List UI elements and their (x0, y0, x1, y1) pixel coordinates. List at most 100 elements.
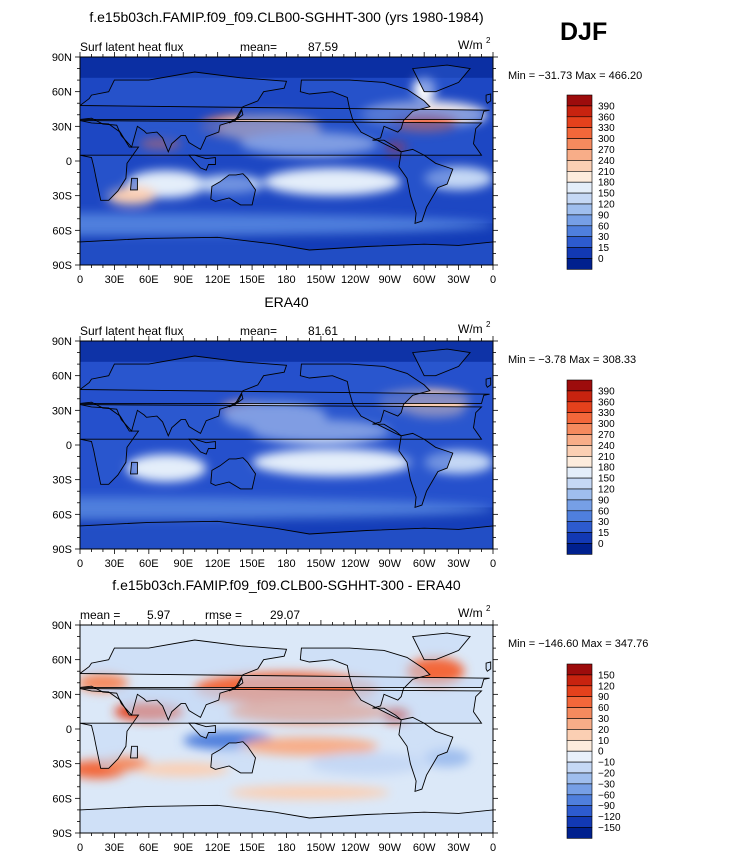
colorbar-label: 360 (598, 112, 615, 123)
x-tick-label: 90W (378, 842, 401, 854)
y-tick-label: 90S (52, 544, 72, 556)
colorbar-label: −20 (598, 769, 615, 780)
colorbar-segment (566, 445, 593, 457)
panel-title: f.e15b03ch.FAMIP.f09_f09.CLB00-SGHHT-300… (112, 577, 461, 593)
colorbar-segment (566, 171, 593, 183)
left-value: 5.97 (147, 608, 171, 622)
x-tick-label: 60W (413, 558, 436, 570)
colorbar-segment (566, 696, 593, 708)
colorbar-label: 90 (598, 692, 610, 703)
colorbar-segment (566, 127, 593, 139)
x-tick-label: 30W (447, 274, 470, 286)
x-tick-label: 120E (205, 842, 231, 854)
stat-label: mean= (240, 324, 277, 338)
colorbar-segment (566, 423, 593, 435)
colorbar-segment (566, 466, 593, 479)
coastline (80, 520, 493, 549)
field-blob (106, 186, 157, 205)
land-fill (189, 155, 216, 171)
colorbar-segment (566, 674, 593, 687)
colorbar-label: −150 (598, 823, 621, 834)
x-tick-label: 180 (277, 842, 295, 854)
colorbar-segment (566, 488, 593, 501)
y-tick-label: 30S (52, 475, 72, 487)
x-tick-label: 0 (77, 274, 83, 286)
x-tick-label: 30W (447, 558, 470, 570)
land-fill (300, 648, 430, 720)
x-tick-label: 90E (173, 558, 193, 570)
field-blob (137, 762, 230, 777)
y-tick-label: 60S (52, 793, 72, 805)
coastline (210, 457, 256, 490)
field-blob (263, 167, 402, 196)
coastline (210, 173, 256, 206)
x-tick-label: 60W (413, 842, 436, 854)
x-tick-label: 0 (490, 842, 496, 854)
season-label: DJF (560, 18, 608, 46)
colorbar-label: 60 (598, 703, 610, 714)
colorbar-label: 15 (598, 243, 610, 254)
units-label: W/m (458, 38, 483, 52)
left-label: Surf latent heat flux (80, 324, 183, 338)
y-tick-label: 60S (52, 509, 72, 521)
coastline (299, 79, 431, 153)
coastline (80, 404, 483, 485)
colorbar-label: 0 (598, 254, 604, 265)
coastline (228, 392, 244, 408)
units-exponent: 2 (486, 604, 491, 613)
field-blob (309, 752, 425, 776)
y-tick-label: 90N (52, 336, 72, 348)
colorbar-label: 30 (598, 714, 610, 725)
coastline (187, 154, 216, 171)
y-tick-label: 90N (52, 620, 72, 632)
land-fill (189, 723, 216, 739)
colorbar-segment (566, 138, 593, 150)
colorbar-label: 0 (598, 747, 604, 758)
colorbar-label: 10 (598, 736, 610, 747)
colorbar-label: 60 (598, 506, 610, 517)
colorbar-segment (566, 685, 593, 697)
coastline (80, 639, 490, 721)
x-tick-label: 150W (307, 842, 336, 854)
colorbar-segment (566, 192, 593, 205)
land-fill (130, 462, 138, 474)
land-fill (210, 741, 256, 773)
x-tick-label: 120W (341, 842, 370, 854)
colorbar-segment (566, 258, 593, 270)
colorbar-label: 330 (598, 123, 615, 134)
coastline (80, 688, 483, 769)
x-tick-label: 150E (239, 558, 265, 570)
y-tick-label: 30S (52, 759, 72, 771)
x-tick-label: 0 (490, 274, 496, 286)
units-exponent: 2 (486, 320, 491, 329)
x-tick-label: 120W (341, 274, 370, 286)
colorbar-label: 240 (598, 441, 615, 452)
units-label: W/m (458, 606, 483, 620)
land-fill (80, 521, 493, 549)
coastline (130, 177, 138, 191)
land-fill (398, 149, 453, 224)
x-tick-label: 180 (277, 558, 295, 570)
x-tick-label: 0 (77, 558, 83, 570)
stat-value: 29.07 (270, 608, 300, 622)
colorbar-segment (566, 510, 593, 522)
left-label: Surf latent heat flux (80, 40, 183, 54)
units-exponent: 2 (486, 36, 491, 45)
coastline (299, 647, 431, 721)
coastline (80, 120, 483, 201)
colorbar-segment (566, 718, 593, 730)
x-tick-label: 150E (239, 274, 265, 286)
land-fill (412, 349, 471, 376)
colorbar-label: 120 (598, 485, 615, 496)
colorbar-segment (566, 455, 593, 468)
colorbar-segment (566, 247, 593, 259)
colorbar-label: −30 (598, 779, 615, 790)
x-tick-label: 0 (490, 558, 496, 570)
coastline (80, 355, 490, 437)
colorbar-label: 150 (598, 474, 615, 485)
colorbar-segment (566, 794, 593, 806)
colorbar-segment (566, 160, 593, 172)
land-fill (486, 94, 491, 104)
colorbar-label: 360 (598, 397, 615, 408)
